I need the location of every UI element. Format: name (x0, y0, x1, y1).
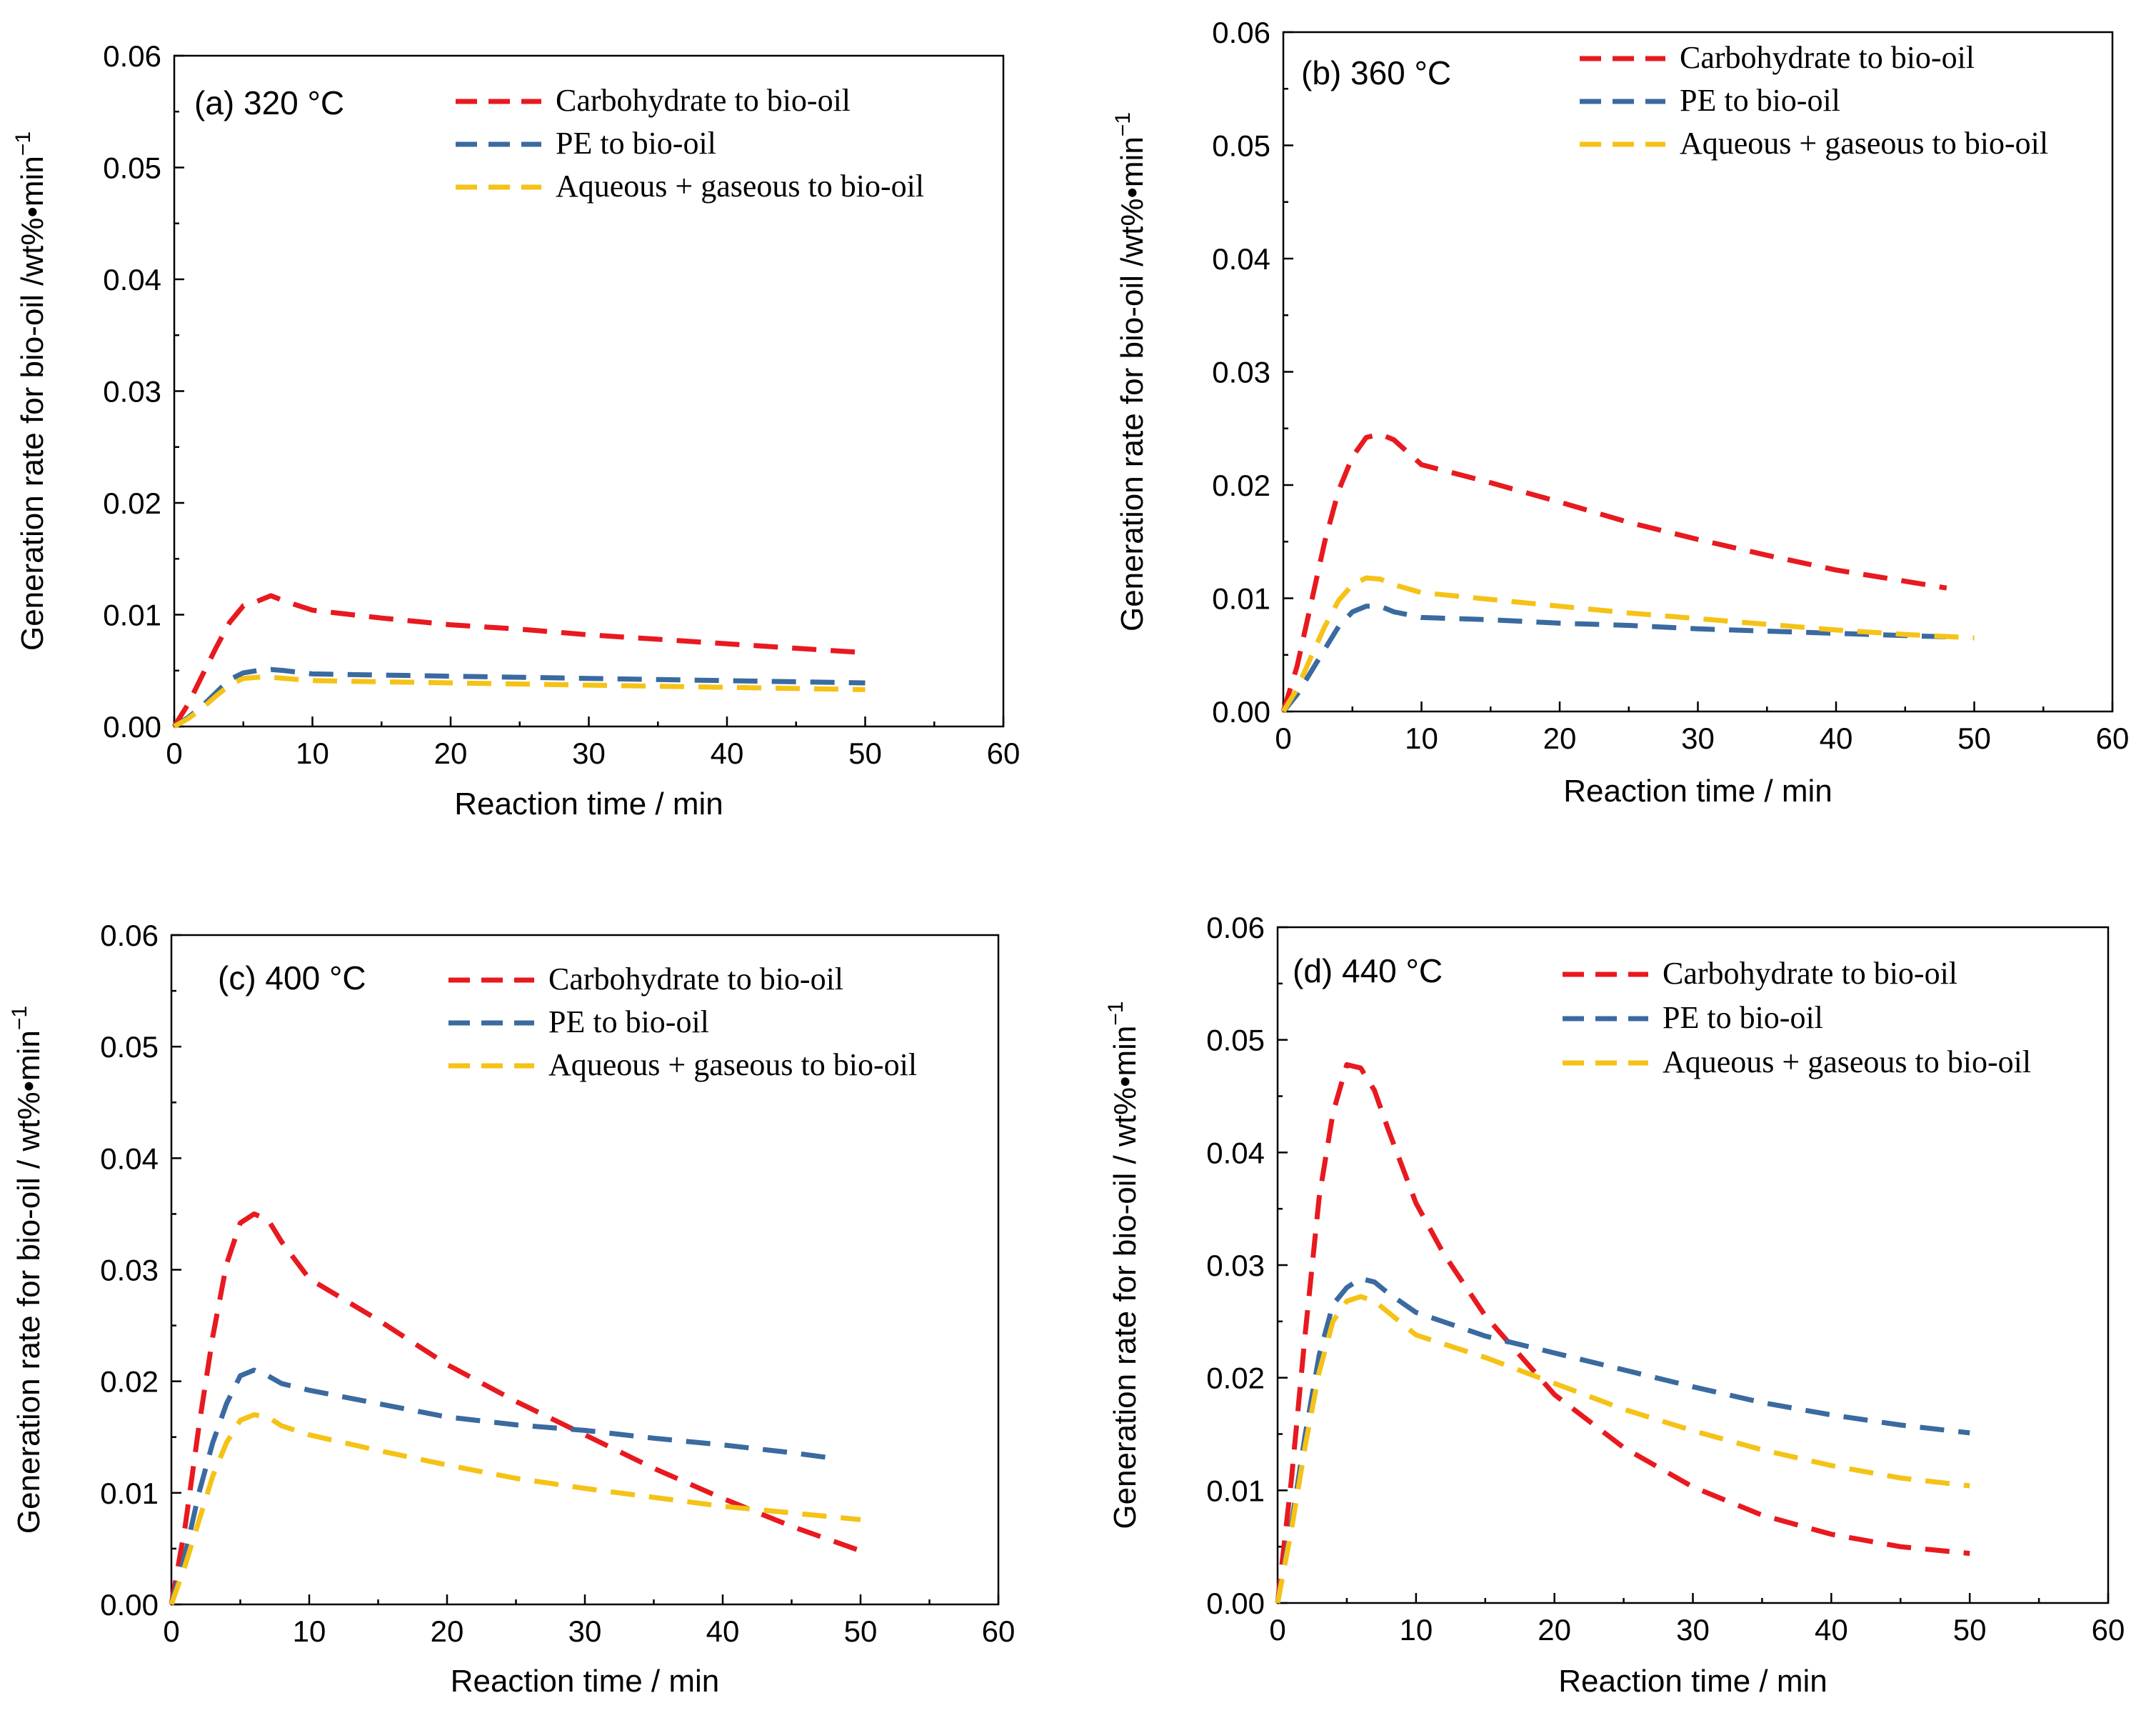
x-tick-label: 20 (1538, 1613, 1571, 1647)
legend-label: Carbohydrate to bio-oil (1680, 40, 1975, 75)
x-tick-label: 30 (572, 736, 606, 770)
series-line-aqueous-gaseous (169, 1412, 861, 1606)
y-axis-title: Generation rate for bio-oil /wt%•min−1 (1111, 112, 1150, 631)
series-line-carbohydrate (172, 593, 866, 728)
legend-label: PE to bio-oil (556, 126, 716, 161)
legend-label: PE to bio-oil (1680, 83, 1840, 118)
series-line-pe (169, 1367, 833, 1605)
x-tick-label: 40 (1820, 721, 1853, 755)
x-tick-label: 60 (2096, 721, 2130, 755)
x-tick-label: 40 (711, 736, 744, 770)
y-axis-title: Generation rate for bio-oil / wt%•min−1 (1104, 1001, 1143, 1529)
y-tick-label: 0.00 (1212, 695, 1270, 729)
y-tick-label: 0.04 (1212, 242, 1270, 276)
y-axis-title: Generation rate for bio-oil / wt%•min−1 (8, 1006, 46, 1534)
x-tick-label: 40 (706, 1614, 740, 1648)
chart-panel-b: 0 10 20 30 40 50 60 0.00 0.01 0.02 0.03 0.04 0.05 0.0… (1111, 16, 2129, 809)
x-tick-label: 60 (987, 736, 1021, 770)
x-tick-label: 30 (1676, 1613, 1710, 1647)
x-axis-title: Reaction time / min (1563, 774, 1832, 809)
y-tick-label: 0.01 (1206, 1474, 1265, 1507)
y-axis-title: Generation rate for bio-oil /wt%•min−1 (11, 131, 50, 651)
y-tick-label: 0.04 (103, 263, 161, 296)
y-tick-label: 0.06 (1212, 16, 1270, 49)
x-axis-title: Reaction time / min (451, 1664, 720, 1699)
legend-label: Carbohydrate to bio-oil (1663, 956, 1957, 991)
series-line-aqueous-gaseous (1281, 575, 1975, 713)
panel-label: (d) 440 °C (1293, 952, 1443, 989)
x-axis-title: Reaction time / min (454, 786, 723, 821)
panel-label: (a) 320 °C (194, 84, 344, 121)
panel-label: (c) 400 °C (218, 959, 366, 997)
x-tick-label: 60 (2092, 1613, 2125, 1647)
x-tick-label: 50 (1953, 1613, 1987, 1647)
x-tick-label: 20 (434, 736, 468, 770)
x-tick-label: 20 (431, 1614, 464, 1648)
legend-label: PE to bio-oil (548, 1004, 709, 1039)
series-line-pe (1275, 1276, 1970, 1604)
x-tick-label: 0 (163, 1614, 179, 1648)
y-tick-label: 0.03 (100, 1254, 159, 1287)
y-tick-label: 0.02 (1212, 469, 1270, 502)
y-tick-label: 0.05 (103, 151, 161, 185)
y-tick-label: 0.04 (100, 1142, 159, 1175)
x-tick-label: 50 (848, 736, 882, 770)
legend-label: Aqueous + gaseous to bio-oil (1663, 1044, 2031, 1079)
y-tick-label: 0.01 (103, 599, 161, 632)
y-tick-label: 0.00 (1206, 1587, 1265, 1620)
x-tick-label: 50 (844, 1614, 878, 1648)
y-tick-label: 0.06 (103, 39, 161, 73)
legend-label: Aqueous + gaseous to bio-oil (548, 1047, 917, 1082)
legend-label: PE to bio-oil (1663, 1000, 1823, 1035)
x-tick-label: 30 (568, 1614, 602, 1648)
y-tick-label: 0.02 (1206, 1362, 1265, 1395)
series-line-aqueous-gaseous (173, 674, 866, 729)
x-tick-label: 30 (1681, 721, 1715, 755)
legend-label: Aqueous + gaseous to bio-oil (556, 169, 924, 204)
series-line-aqueous-gaseous (1275, 1294, 1970, 1604)
chart-panel-a: 0 10 20 30 40 50 60 0.00 0.01 0.02 0.03 0.04 0.05 0.0… (11, 39, 1020, 821)
y-tick-label: 0.01 (1212, 582, 1270, 616)
y-tick-label: 0.00 (100, 1588, 159, 1622)
x-tick-label: 40 (1815, 1613, 1848, 1647)
x-tick-label: 10 (293, 1614, 326, 1648)
x-tick-label: 0 (1269, 1613, 1285, 1647)
y-tick-label: 0.02 (100, 1365, 159, 1399)
y-tick-label: 0.02 (103, 486, 161, 520)
x-tick-label: 0 (1275, 721, 1291, 755)
y-tick-label: 0.03 (1212, 356, 1270, 389)
series-line-pe (1281, 604, 1947, 714)
y-tick-label: 0.01 (100, 1477, 159, 1510)
y-tick-label: 0.06 (100, 919, 159, 952)
series-line-carbohydrate (1275, 1062, 1970, 1604)
y-tick-label: 0.04 (1206, 1136, 1265, 1169)
legend-label: Carbohydrate to bio-oil (556, 83, 851, 118)
x-tick-label: 60 (982, 1614, 1016, 1648)
x-tick-label: 0 (166, 736, 182, 770)
y-tick-label: 0.00 (103, 710, 161, 744)
x-tick-label: 50 (1957, 721, 1991, 755)
chart-panel-d: 0 10 20 30 40 50 60 0.00 0.01 0.02 0.03 0.04 0.05 0.0… (1104, 911, 2125, 1699)
y-tick-label: 0.06 (1206, 911, 1265, 944)
legend-label: Aqueous + gaseous to bio-oil (1680, 126, 2048, 161)
y-tick-label: 0.05 (1212, 129, 1270, 163)
chart-panel-c: 0 10 20 30 40 50 60 0.00 0.01 0.02 0.03 0.04 0.05 0.0… (8, 919, 1015, 1699)
y-tick-label: 0.03 (1206, 1249, 1265, 1282)
y-tick-label: 0.05 (100, 1030, 159, 1064)
x-tick-label: 20 (1543, 721, 1577, 755)
y-tick-label: 0.05 (1206, 1024, 1265, 1057)
legend-label: Carbohydrate to bio-oil (548, 962, 843, 997)
series-line-carbohydrate (169, 1211, 862, 1605)
x-tick-label: 10 (1399, 1613, 1433, 1647)
x-tick-label: 10 (1405, 721, 1438, 755)
y-tick-label: 0.03 (103, 375, 161, 409)
panel-label: (b) 360 °C (1301, 54, 1451, 91)
x-axis-title: Reaction time / min (1558, 1664, 1827, 1699)
series-line-carbohydrate (1280, 431, 1947, 713)
x-tick-label: 10 (296, 736, 329, 770)
